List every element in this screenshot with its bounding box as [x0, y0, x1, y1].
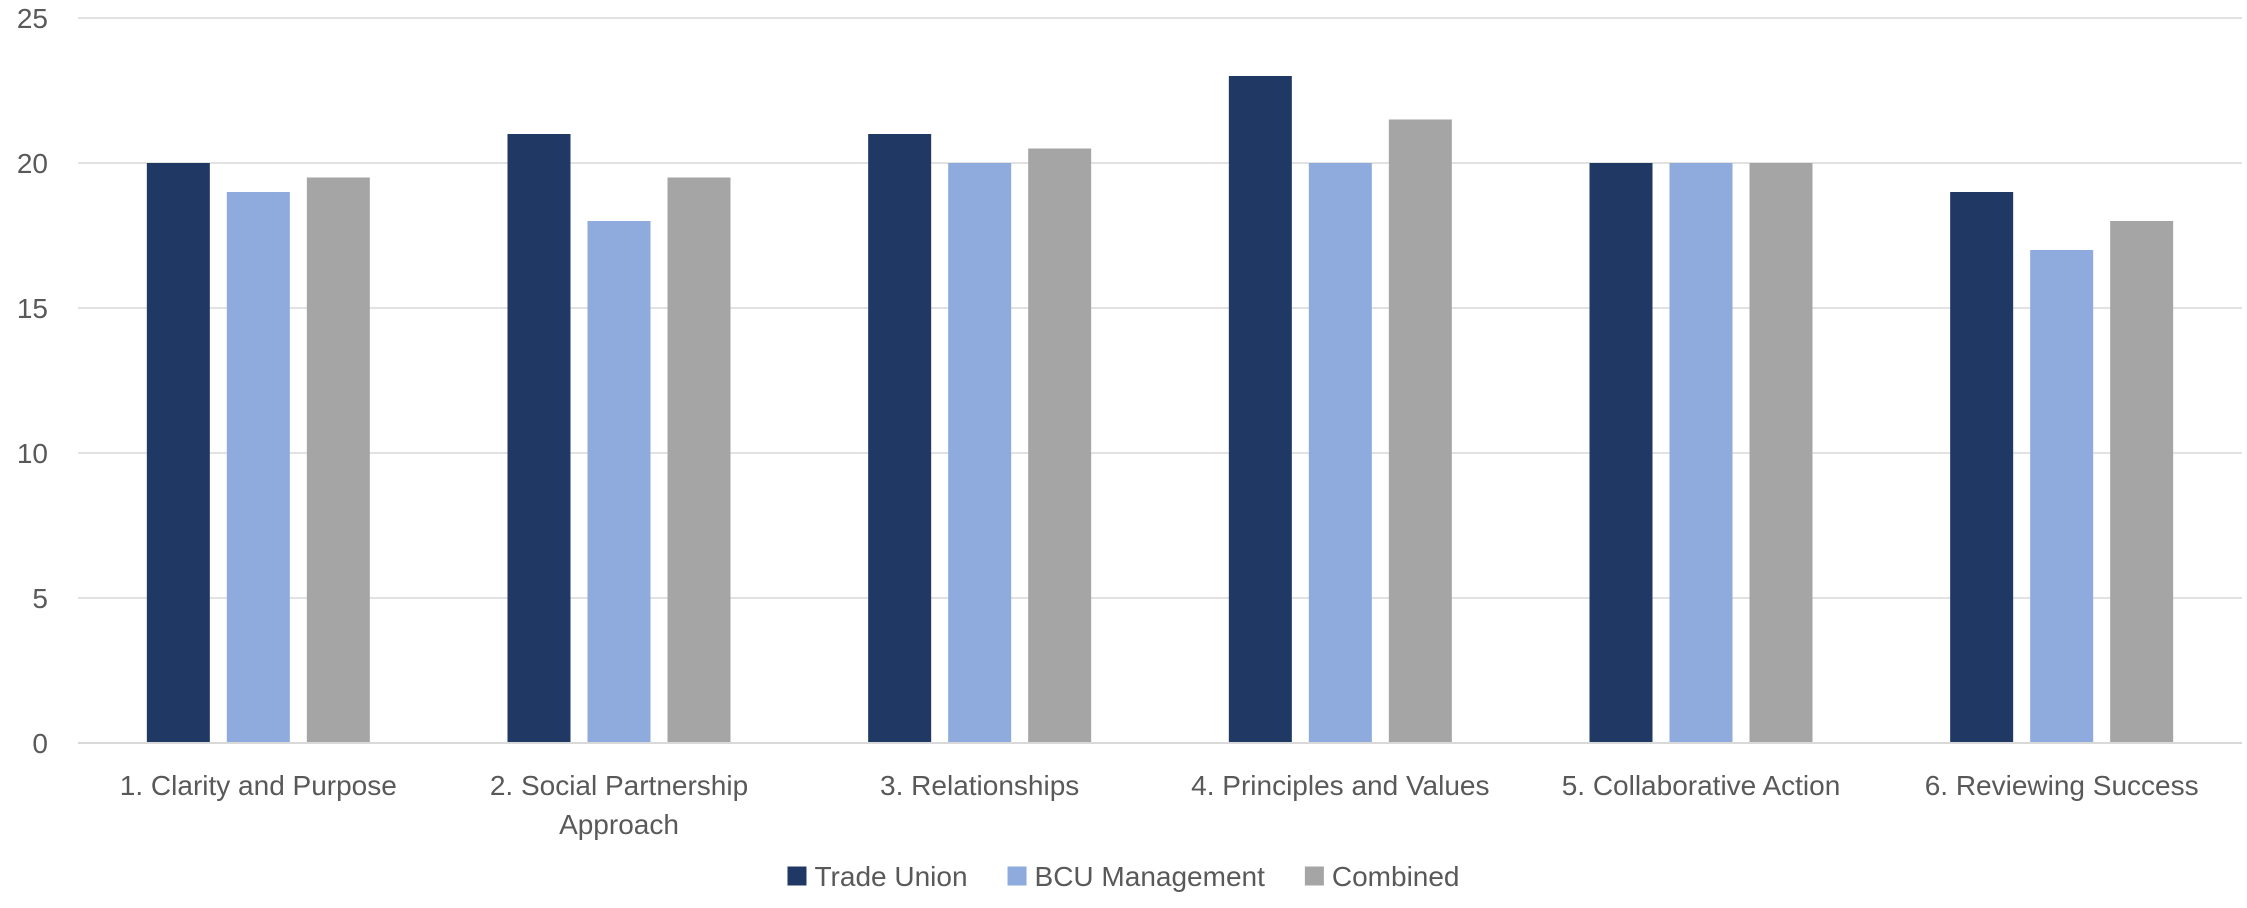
bar-bcu-management: [587, 221, 651, 743]
gridlines: [78, 17, 2242, 599]
y-tick-label: 25: [17, 3, 48, 34]
bar-bcu-management: [1308, 163, 1372, 743]
x-category-label: 6. Reviewing Success: [1925, 770, 2199, 801]
bar-combined: [1388, 119, 1452, 743]
legend: Trade Union BCU Management Combined: [787, 861, 1460, 892]
bar-bcu-management: [2030, 250, 2094, 743]
x-category-label: 1. Clarity and Purpose: [120, 770, 397, 801]
y-tick-label: 5: [32, 583, 48, 614]
bar-trade-union: [1950, 192, 2014, 743]
x-category-label-line: 4. Principles and Values: [1191, 770, 1489, 801]
x-category-label: 5. Collaborative Action: [1562, 770, 1841, 801]
bar-trade-union: [868, 134, 932, 743]
x-category-label-line: Approach: [559, 809, 679, 840]
bar-combined: [1028, 148, 1092, 743]
bar-trade-union: [1228, 76, 1292, 743]
legend-swatch: [1304, 866, 1324, 886]
bar-bcu-management: [948, 163, 1012, 743]
x-axis-category-labels: 1. Clarity and Purpose 2. Social Partners…: [120, 770, 2199, 840]
bars: [146, 76, 2174, 743]
legend-label: Trade Union: [814, 861, 967, 892]
x-category-label-line: 5. Collaborative Action: [1562, 770, 1841, 801]
bar-combined: [1749, 163, 1813, 743]
bar-trade-union: [1589, 163, 1653, 743]
legend-swatch: [1007, 866, 1027, 886]
legend-swatch: [787, 866, 807, 886]
bar-bcu-management: [1669, 163, 1733, 743]
x-category-label-line: 1. Clarity and Purpose: [120, 770, 397, 801]
bar-combined: [306, 177, 370, 743]
y-axis-ticks: 0 5 10 15 20 25: [17, 3, 48, 759]
bar-trade-union: [507, 134, 571, 743]
x-category-label: 3. Relationships: [880, 770, 1079, 801]
y-tick-label: 20: [17, 148, 48, 179]
x-category-label-line: 3. Relationships: [880, 770, 1079, 801]
bar-bcu-management: [226, 192, 290, 743]
legend-label: Combined: [1332, 861, 1460, 892]
x-category-label: 4. Principles and Values: [1191, 770, 1489, 801]
y-tick-label: 15: [17, 293, 48, 324]
x-category-label-line: 6. Reviewing Success: [1925, 770, 2199, 801]
bar-combined: [2110, 221, 2174, 743]
bar-combined: [667, 177, 731, 743]
y-tick-label: 0: [32, 728, 48, 759]
bar-trade-union: [146, 163, 210, 743]
y-tick-label: 10: [17, 438, 48, 469]
x-category-label: 2. Social Partnership Approach: [490, 770, 748, 840]
x-category-label-line: 2. Social Partnership: [490, 770, 748, 801]
legend-label: BCU Management: [1035, 861, 1266, 892]
